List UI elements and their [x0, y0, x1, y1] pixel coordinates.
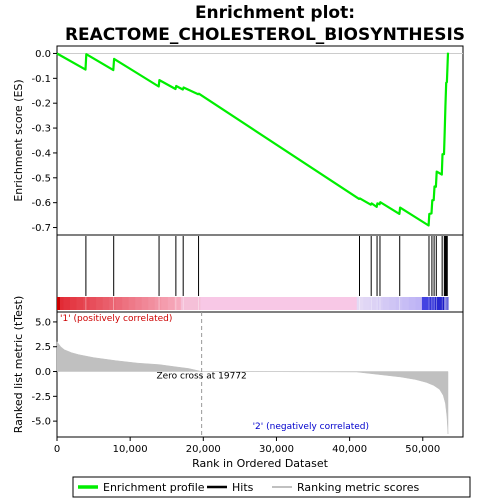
rank-color-bar-segment: [76, 297, 84, 310]
ranking-metric-area: [56, 341, 449, 435]
rank-color-bar-segment: [141, 297, 149, 310]
x-axis-label: Rank in Ordered Dataset: [192, 457, 329, 470]
rank-color-bar-segment: [337, 297, 345, 310]
rank-color-bar-segment: [200, 297, 208, 310]
es-ytick-label: -0.3: [31, 124, 51, 135]
rank-color-bar-segment: [402, 297, 410, 310]
rank-color-bar-segment: [363, 297, 371, 310]
rank-color-bar-segment: [180, 297, 188, 310]
rank-color-bar-segment: [272, 297, 279, 310]
rank-color-bar-segment: [369, 297, 377, 310]
rank-color-bar-segment: [128, 297, 136, 310]
positive-correlation-label: '1' (positively correlated): [60, 314, 172, 324]
rank-color-bar-start: [57, 297, 60, 310]
rank-color-bar-segment: [285, 297, 293, 310]
rank-ytick-label: 5.0: [35, 317, 51, 328]
rank-color-bar-segment: [298, 297, 306, 310]
chart-title-line1: Enrichment plot:: [195, 3, 355, 23]
legend-label: Enrichment profile: [103, 481, 205, 494]
legend-label: Ranking metric scores: [297, 481, 419, 494]
rank-color-bar-segment: [265, 297, 273, 310]
xtick-label: 30,000: [259, 444, 294, 455]
rank-color-bar-segment: [356, 297, 364, 310]
rank-color-bar-segment: [382, 297, 390, 310]
es-ytick-label: -0.6: [31, 198, 51, 209]
rank-color-bar-segment: [174, 297, 182, 310]
x-axis: 0 10,000 20,000 30,000 40,000 50,000 Rank in O…: [54, 437, 440, 470]
xtick-label: 10,000: [113, 444, 148, 455]
legend: Enrichment profile Hits Ranking metric sco…: [72, 476, 471, 498]
rank-color-bar-segment: [252, 297, 260, 310]
rank-ytick-label: -5.0: [31, 417, 51, 428]
rank-color-bar-segment: [408, 297, 416, 310]
rank-color-bar-segment: [311, 297, 319, 310]
rank-panel-frame: [56, 311, 464, 438]
rank-color-bar-segment: [389, 297, 397, 310]
es-ytick-label: -0.1: [31, 74, 51, 85]
rank-color-bar-segment: [115, 297, 123, 310]
rank-color-bar-segment: [96, 297, 104, 310]
rank-color-bar-segment: [206, 297, 214, 310]
rank-color-bar-segment: [213, 297, 221, 310]
rank-color-bar-segment: [102, 297, 110, 310]
rank-color-bar-segment: [193, 297, 201, 310]
legend-label: Hits: [232, 481, 254, 494]
rank-color-bar-segment: [395, 297, 403, 310]
rank-color-bar-segment: [167, 297, 175, 310]
rank-color-bar-segment: [330, 297, 338, 310]
es-panel: 0.0 -0.1 -0.2 -0.3 -0.4 -0.5 -0.6 -0.7 Enrichmen…: [12, 45, 464, 236]
rank-color-bar-segment: [259, 297, 266, 310]
es-ytick-label: -0.2: [31, 99, 51, 110]
rank-color-bar-segment: [122, 297, 130, 310]
rank-ytick-label: -2.5: [31, 392, 51, 403]
rank-color-bar-segment: [350, 297, 358, 310]
rank-color-bar-segment: [154, 297, 162, 310]
rank-color-bar-segment: [245, 297, 253, 310]
xtick-label: 20,000: [186, 444, 221, 455]
rank-color-bar-segment: [226, 297, 234, 310]
rank-ytick-label: 0.0: [35, 367, 51, 378]
rank-color-bar-segment: [109, 297, 117, 310]
es-ytick-label: -0.7: [31, 223, 51, 234]
rank-color-bar-segment: [83, 297, 90, 310]
rank-color-bar-segment: [89, 297, 97, 310]
rank-ytick-label: 2.5: [35, 342, 51, 353]
rank-panel: 5.0 2.5 0.0 -2.5 -5.0 Ranked list metric (tTe…: [12, 296, 464, 438]
rank-color-bar-segment: [421, 297, 429, 310]
es-ytick-label: -0.4: [31, 148, 51, 159]
rank-color-bar-segment: [434, 297, 442, 310]
rank-color-bar-segment: [219, 297, 227, 310]
zero-cross-label: Zero cross at 19772: [156, 372, 246, 382]
enrichment-profile-line: [56, 52, 450, 227]
rank-color-bar-segment: [148, 297, 156, 310]
legend-box: [72, 476, 471, 498]
rank-color-bar-segment: [304, 297, 312, 310]
rank-ylabel: Ranked list metric (tTest): [12, 296, 25, 433]
negative-correlation-label: '2' (negatively correlated): [253, 422, 369, 432]
xtick-label: 40,000: [332, 444, 367, 455]
chart-title-line2: REACTOME_CHOLESTEROL_BIOSYNTHESIS: [65, 25, 465, 45]
xtick-label: 0: [54, 444, 60, 455]
rank-color-bar-segment: [70, 297, 77, 310]
rank-color-bar-segment: [135, 297, 143, 310]
rank-color-bar-segment: [63, 297, 71, 310]
es-ytick-label: 0.0: [35, 49, 51, 60]
rank-color-bar-segment: [161, 297, 169, 310]
rank-color-bar-segment: [317, 297, 325, 310]
es-ylabel: Enrichment score (ES): [12, 79, 25, 201]
rank-color-bar-segment: [57, 297, 64, 310]
rank-color-bar-segment: [291, 297, 299, 310]
rank-color-bar-segment: [187, 297, 195, 310]
rank-color-bar-segment: [324, 297, 332, 310]
es-ytick-label: -0.5: [31, 173, 51, 184]
hits-panel: [56, 234, 464, 313]
xtick-label: 50,000: [405, 444, 440, 455]
rank-color-bar-segment: [343, 297, 351, 310]
rank-color-bar-segment: [415, 297, 423, 310]
rank-color-bar-segment: [239, 297, 247, 310]
rank-color-bar-segment: [232, 297, 240, 310]
rank-color-bar-segment: [278, 297, 286, 310]
